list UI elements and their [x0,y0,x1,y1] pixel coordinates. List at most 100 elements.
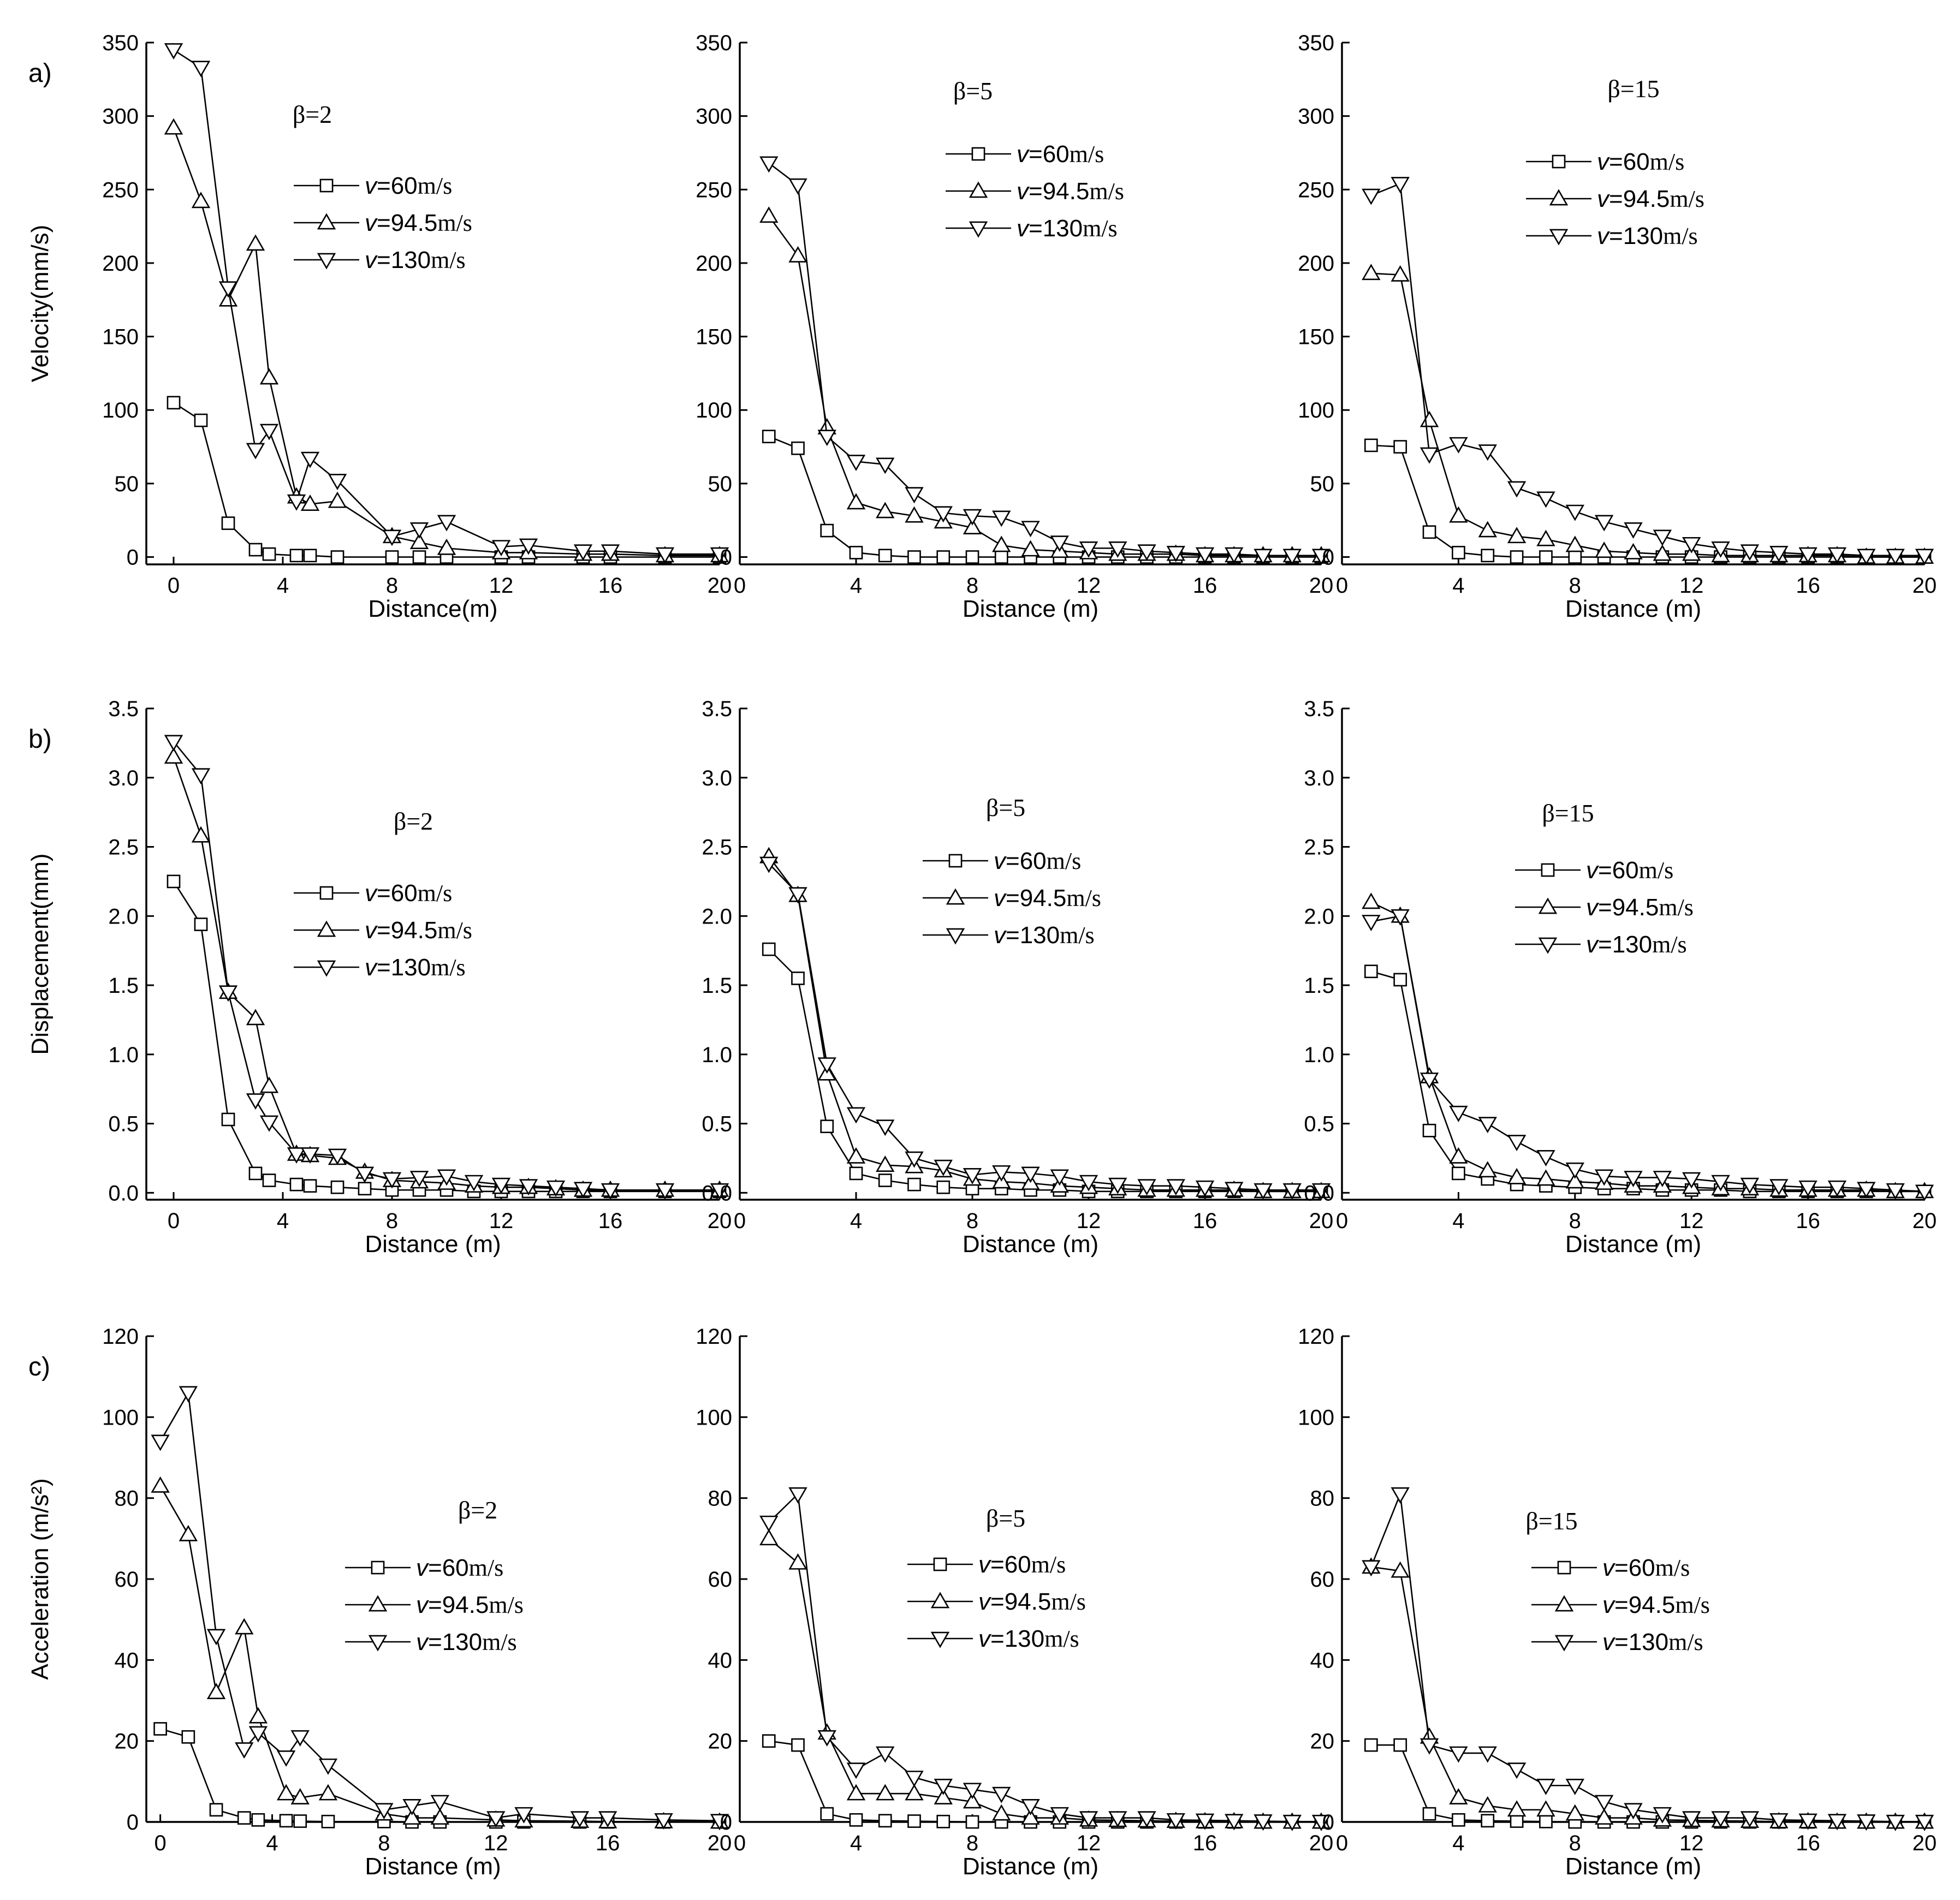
marker-triangle-up [430,1808,450,1825]
marker-triangle-down [1195,547,1215,564]
marker-triangle-down [246,443,265,460]
y-tick-label: 0 [1322,546,1334,570]
marker-triangle-down [1624,522,1643,539]
marker-square [209,1803,223,1817]
marker-triangle-up [318,1784,338,1801]
y-tick-label: 0 [1322,1810,1334,1835]
marker-triangle-up [402,1808,421,1825]
x-tick-label: 12 [1077,574,1101,598]
marker-triangle-down [355,1166,375,1183]
marker-triangle-down [1594,515,1614,532]
y-tick-label: 0.0 [702,1181,732,1205]
marker-triangle-down [409,1171,429,1187]
legend-label: v=94.5m/s [1586,894,1694,921]
y-tick-label: 100 [102,398,139,422]
marker-triangle-down [934,506,953,523]
marker-triangle-down [1565,1778,1584,1795]
marker-triangle-down [300,1147,320,1164]
y-tick-label: 100 [1298,1405,1334,1430]
marker-triangle-down [655,1183,675,1200]
x-tick-label: 16 [1193,574,1217,598]
marker-square [849,1166,863,1181]
marker-triangle-down [1311,1183,1331,1200]
marker-square [820,1119,834,1133]
marker-triangle-down [1362,188,1381,205]
x-tick-label: 4 [1452,1831,1464,1855]
marker-triangle-down [430,1795,450,1812]
y-tick-label: 100 [696,1405,732,1430]
marker-triangle-up [235,1618,254,1635]
y-tick-label: 3.0 [1304,766,1334,790]
series-v130 [1362,1487,1934,1831]
marker-triangle-down [710,1183,729,1200]
marker-triangle-down [179,1386,198,1403]
marker-triangle-down [1594,1795,1614,1812]
marker-triangle-down [992,1786,1011,1803]
marker-triangle-up [1594,1808,1614,1825]
y-tick-label: 1.0 [702,1043,732,1067]
x-tick-label: 4 [1452,574,1464,598]
marker-triangle-down [402,1798,421,1815]
legend-label: v=60m/s [994,848,1081,874]
marker-triangle-down [759,156,779,173]
marker-triangle-down [1740,1811,1760,1828]
x-tick-label: 20 [1309,1209,1334,1233]
y-tick-label: 50 [115,472,139,496]
marker-triangle-down [1391,1487,1410,1504]
legend-label: v=130m/s [1597,223,1698,249]
panel-title: β=2 [293,100,332,128]
marker-triangle-up [1594,541,1614,558]
marker-triangle-down [491,540,511,557]
marker-triangle-down [218,281,238,298]
marker-triangle-down [375,1803,394,1820]
marker-triangle-up [151,1476,170,1493]
marker-triangle-down [1050,535,1069,552]
x-tick-label: 20 [708,1831,732,1855]
y-tick-label: 2.5 [702,836,732,860]
marker-triangle-up [218,290,238,307]
marker-triangle-up [1536,1169,1555,1186]
marker-square [248,543,263,557]
marker-triangle-down [1195,1180,1215,1197]
marker-triangle-down [519,1179,538,1196]
series-line [1370,1493,1925,1822]
marker-triangle-down [759,856,779,873]
x-axis-title: Distance (m) [365,1231,501,1258]
marker-triangle-down [1711,1811,1730,1828]
marker-triangle-up [1362,892,1381,909]
marker-square [385,550,399,564]
marker-triangle-down [1798,547,1818,564]
x-tick-label: 16 [1796,574,1820,598]
marker-square [1552,154,1566,169]
y-tick-label: 3.5 [702,697,732,721]
marker-square [237,1811,251,1825]
x-tick-label: 4 [277,574,289,598]
marker-triangle-down [1711,541,1730,558]
panel-title: β=5 [953,77,993,105]
x-tick-label: 20 [1309,574,1334,598]
marker-triangle-down [1108,1811,1127,1828]
series-v60 [762,942,1328,1199]
marker-triangle-down [1021,1798,1040,1815]
marker-triangle-up [1624,543,1643,559]
legend-label: v=60m/s [365,880,452,907]
marker-triangle-down [876,457,895,474]
marker-square [1422,525,1436,539]
x-tick-label: 4 [850,1831,862,1855]
marker-triangle-down [1225,1814,1244,1831]
y-tick-label: 40 [115,1648,139,1672]
marker-triangle-up [206,1683,226,1700]
marker-triangle-down [382,529,402,546]
marker-triangle-up [409,533,429,549]
marker-triangle-down [992,1165,1011,1182]
marker-triangle-down [514,1807,533,1824]
marker-square [1393,440,1407,454]
marker-triangle-down [1827,1180,1847,1197]
marker-square [1510,1814,1524,1828]
marker-triangle-down [1536,1778,1555,1795]
marker-triangle-up [876,502,895,519]
marker-triangle-up [759,1529,779,1546]
x-tick-label: 12 [1679,1209,1704,1233]
legend-label: v=130m/s [994,922,1095,949]
panel-letter: b) [28,725,52,754]
